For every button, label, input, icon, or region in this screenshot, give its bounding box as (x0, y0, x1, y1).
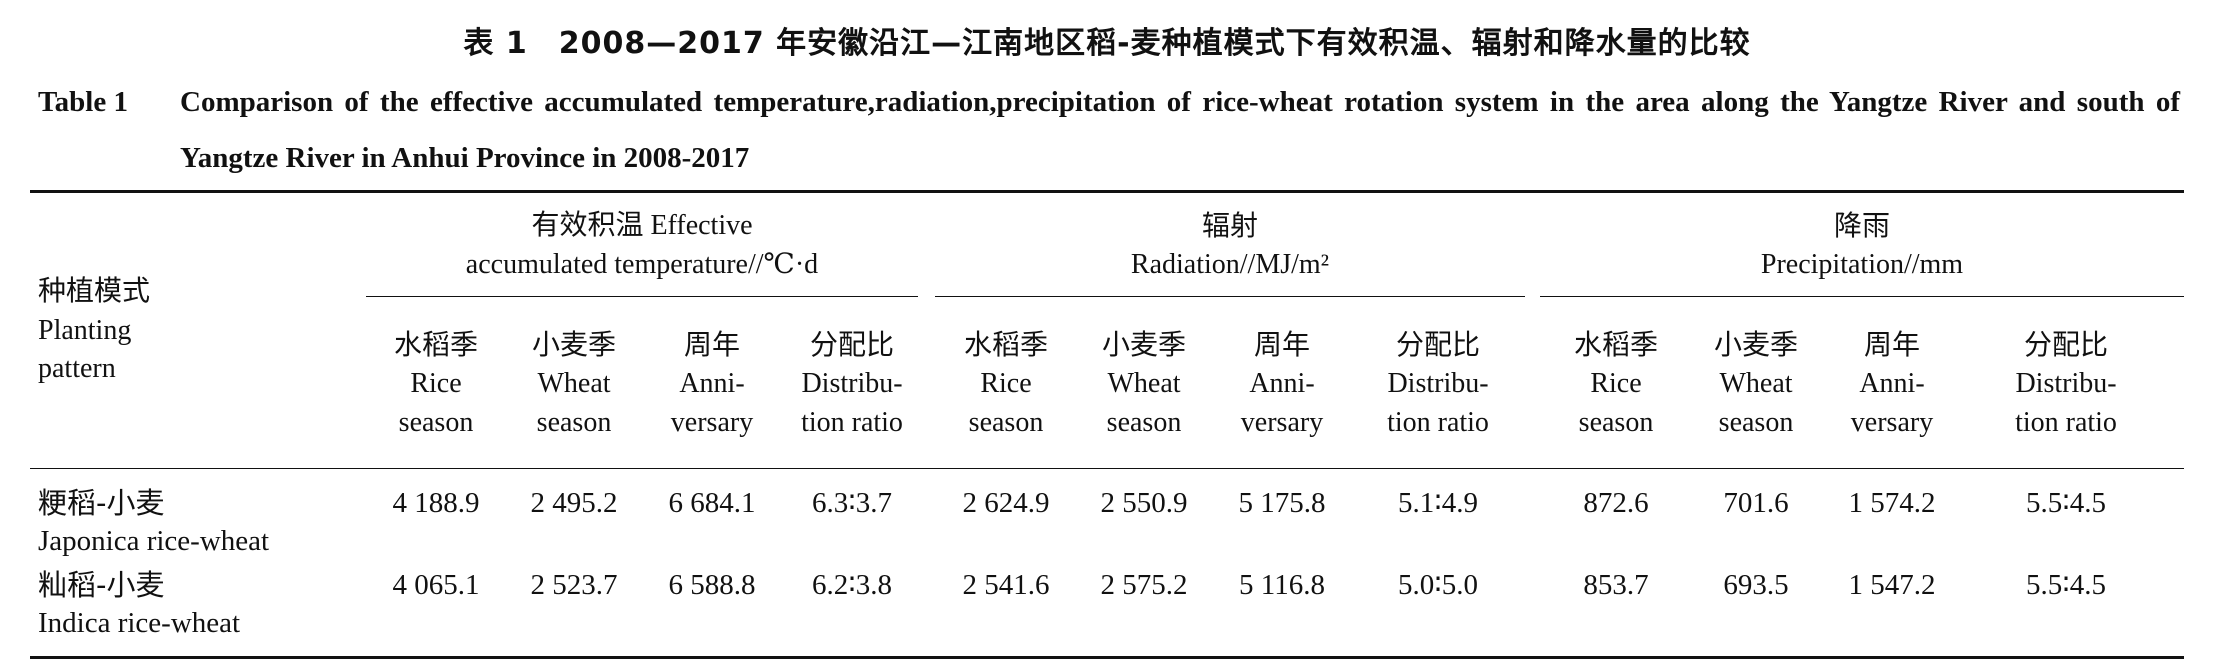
cell-temp-3: 6.3∶3.7 (811, 487, 893, 519)
table-header-rule (30, 468, 2184, 469)
subheader-rad-0-en2: season (968, 407, 1044, 438)
subheader-temp-2-en2: versary (670, 407, 754, 438)
subheader-prec-3-cn: 分配比 (2023, 328, 2108, 361)
cell-rad-0: 2 624.9 (962, 487, 1050, 519)
group-precipitation-unit: Precipitation//mm (1760, 249, 1964, 280)
group-temperature-title: 有效积温 Effective (531, 210, 753, 241)
header-pattern-en2: pattern (38, 353, 116, 384)
group-rule-temperature (366, 296, 918, 297)
table-bottom-rule (30, 656, 2184, 659)
cell-rad-2: 5 116.8 (1239, 569, 1325, 601)
header-pattern-en1: Planting (38, 315, 132, 346)
cell-prec-3: 5.5∶4.5 (2025, 487, 2107, 519)
table-caption-chinese: 表 1 2008—2017 年安徽沿江—江南地区稻-麦种植模式下有效积温、辐射和… (463, 26, 1751, 61)
cell-prec-0: 872.6 (1583, 487, 1649, 519)
subheader-rad-1-en1: Wheat (1107, 368, 1181, 399)
subheader-rad-1-en2: season (1106, 407, 1182, 438)
cell-prec-2: 1 547.2 (1848, 569, 1936, 601)
group-header-precipitation: 降雨 Precipitation//mm (1540, 206, 2184, 284)
subheader-prec-1-cn: 小麦季 (1713, 328, 1798, 361)
group-radiation-unit: Radiation//MJ/m² (1130, 249, 1330, 280)
row-label-en: Japonica rice-wheat (38, 525, 270, 557)
table-label: Table 1 (38, 86, 128, 118)
cell-temp-0: 4 188.9 (392, 487, 480, 519)
subheader-temp-3-en2: tion ratio (801, 407, 903, 438)
subheader-rad-2-en1: Anni- (1249, 368, 1315, 399)
subheader-prec-0-en2: season (1578, 407, 1654, 438)
cell-rad-0: 2 541.6 (962, 569, 1050, 601)
subheader-rad-3-en1: Distribu- (1387, 368, 1489, 399)
cell-prec-1: 701.6 (1723, 487, 1789, 519)
subheader-rad-2-en2: versary (1240, 407, 1324, 438)
subheader-prec-1-en1: Wheat (1719, 368, 1793, 399)
group-radiation-title: 辐射 (1201, 209, 1258, 242)
subheader-rad-0-cn: 水稻季 (963, 328, 1048, 361)
subheader-prec-3-en1: Distribu- (2015, 368, 2117, 399)
table-top-rule (30, 190, 2184, 193)
row-label-cn: 籼稻-小麦 (38, 568, 165, 602)
header-pattern-cn: 种植模式 (38, 274, 151, 307)
cell-temp-0: 4 065.1 (392, 569, 480, 601)
group-precipitation-title: 降雨 (1833, 209, 1890, 242)
cell-prec-1: 693.5 (1723, 569, 1789, 601)
subheader-temp-0-en1: Rice (410, 368, 462, 399)
subheader-temp-2-en1: Anni- (679, 368, 745, 399)
subheader-temp-1-en2: season (536, 407, 612, 438)
subheader-temp-3-cn: 分配比 (809, 328, 894, 361)
subheader-temp-1-cn: 小麦季 (531, 328, 616, 361)
subheader-rad-0-en1: Rice (980, 368, 1032, 399)
subheader-temp-0-cn: 水稻季 (393, 328, 478, 361)
cell-rad-1: 2 550.9 (1100, 487, 1188, 519)
cell-rad-3: 5.0∶5.0 (1397, 569, 1479, 601)
subheader-prec-2-en1: Anni- (1859, 368, 1925, 399)
row-label-en: Indica rice-wheat (38, 607, 241, 639)
subheader-prec-0-cn: 水稻季 (1573, 328, 1658, 361)
subheader-temp-0-en2: season (398, 407, 474, 438)
group-rule-radiation (935, 296, 1525, 297)
subheader-temp-2-cn: 周年 (683, 328, 740, 361)
subheader-prec-3-en2: tion ratio (2015, 407, 2117, 438)
cell-prec-3: 5.5∶4.5 (2025, 569, 2107, 601)
table-caption-text: Comparison of the effective accumulated … (180, 86, 2180, 174)
subheader-rad-3-en2: tion ratio (1387, 407, 1489, 438)
cell-temp-2: 6 588.8 (668, 569, 756, 601)
cell-rad-3: 5.1∶4.9 (1397, 487, 1479, 519)
cell-temp-1: 2 495.2 (530, 487, 618, 519)
cell-temp-3: 6.2∶3.8 (811, 569, 893, 601)
subheader-rad-1-cn: 小麦季 (1101, 328, 1186, 361)
cell-prec-2: 1 574.2 (1848, 487, 1936, 519)
cell-temp-2: 6 684.1 (668, 487, 756, 519)
group-temperature-unit: accumulated temperature//℃·d (465, 249, 819, 280)
group-rule-precipitation (1540, 296, 2184, 297)
subheader-temp-1-en1: Wheat (537, 368, 611, 399)
subheader-temp-3-en1: Distribu- (801, 368, 903, 399)
cell-rad-2: 5 175.8 (1238, 487, 1326, 519)
cell-prec-0: 853.7 (1583, 569, 1649, 601)
subheader-prec-2-cn: 周年 (1863, 328, 1920, 361)
subheader-prec-0-en1: Rice (1590, 368, 1642, 399)
row-label-cn: 粳稻-小麦 (38, 486, 165, 520)
subheader-rad-3-cn: 分配比 (1395, 328, 1480, 361)
group-header-temperature: 有效积温 Effective accumulated temperature//… (366, 206, 918, 284)
group-header-radiation: 辐射 Radiation//MJ/m² (935, 206, 1525, 284)
subheader-rad-2-cn: 周年 (1253, 328, 1310, 361)
cell-temp-1: 2 523.7 (530, 569, 618, 601)
subheader-prec-2-en2: versary (1850, 407, 1934, 438)
cell-rad-1: 2 575.2 (1100, 569, 1188, 601)
subheader-prec-1-en2: season (1718, 407, 1794, 438)
